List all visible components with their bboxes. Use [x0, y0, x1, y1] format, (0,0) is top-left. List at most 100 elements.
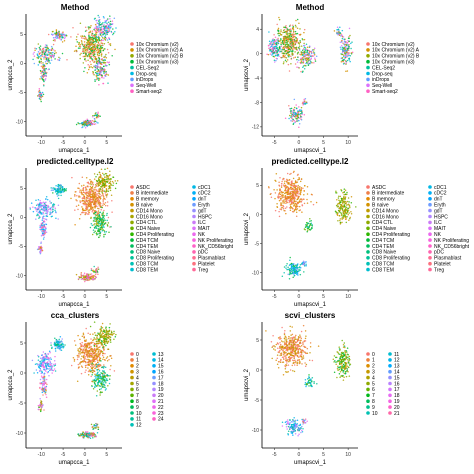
- data-point: [336, 26, 339, 29]
- data-point: [294, 35, 296, 38]
- data-point: [281, 195, 283, 198]
- data-point: [81, 366, 84, 369]
- data-point: [300, 60, 303, 63]
- data-point: [285, 39, 288, 42]
- data-point: [50, 59, 53, 61]
- data-point: [96, 45, 98, 47]
- data-point: [99, 226, 102, 229]
- data-point: [282, 208, 285, 210]
- data-point: [95, 357, 97, 359]
- data-point: [339, 195, 342, 198]
- data-point: [87, 182, 90, 184]
- data-point: [87, 124, 89, 126]
- data-point: [92, 366, 95, 368]
- y-tick-label: -10: [16, 273, 23, 279]
- data-point: [78, 122, 81, 125]
- data-point: [45, 48, 48, 51]
- data-point: [291, 118, 294, 120]
- legend-label: CEL-Seq2: [136, 65, 159, 71]
- data-point: [36, 53, 39, 55]
- data-point: [35, 208, 37, 211]
- data-point: [80, 35, 82, 37]
- data-point: [305, 62, 307, 65]
- data-point: [76, 358, 79, 361]
- data-point: [82, 55, 85, 58]
- data-point: [97, 70, 100, 72]
- data-point: [299, 53, 301, 56]
- data-point: [339, 46, 342, 48]
- data-point: [39, 69, 42, 72]
- data-point: [289, 270, 292, 273]
- data-point: [92, 39, 94, 42]
- data-point: [272, 55, 275, 58]
- data-point: [286, 185, 288, 188]
- data-point: [291, 33, 293, 36]
- legend-label: Treg: [434, 267, 444, 273]
- data-point: [89, 50, 91, 53]
- data-point: [91, 58, 94, 60]
- data-point: [85, 212, 87, 214]
- data-point: [86, 121, 88, 124]
- data-point: [46, 72, 48, 74]
- data-point: [87, 370, 90, 373]
- data-point: [96, 359, 99, 362]
- data-point: [64, 36, 66, 39]
- data-point: [87, 210, 89, 212]
- data-point: [82, 348, 85, 351]
- legend-swatch: [192, 191, 196, 195]
- data-point: [338, 195, 340, 198]
- data-point: [114, 30, 116, 33]
- data-point: [103, 348, 105, 351]
- data-point: [88, 194, 91, 196]
- data-point: [293, 263, 295, 265]
- data-point: [349, 34, 351, 37]
- data-point: [99, 216, 101, 218]
- data-point: [94, 273, 97, 276]
- data-point: [94, 205, 97, 207]
- data-point: [57, 185, 59, 187]
- data-point: [100, 63, 102, 65]
- data-point: [275, 59, 277, 62]
- data-point: [278, 181, 280, 183]
- data-point: [341, 199, 343, 202]
- legend-swatch: [366, 214, 370, 219]
- data-point: [340, 214, 343, 217]
- data-point: [279, 208, 281, 210]
- data-point: [294, 207, 297, 210]
- data-point: [52, 192, 54, 194]
- data-point: [298, 209, 300, 212]
- data-point: [290, 181, 293, 183]
- data-point: [350, 211, 352, 213]
- data-point: [106, 356, 109, 358]
- legend-swatch: [366, 54, 370, 58]
- panel-4: predicted.celltype.l2-5 0 5 10-10-505umapsc…: [244, 157, 470, 308]
- data-point: [100, 225, 103, 227]
- data-point: [271, 54, 273, 56]
- panel-title: cca_clusters: [51, 311, 100, 320]
- legend-label: 10x Chromium (v3): [136, 60, 179, 66]
- data-point: [80, 358, 82, 360]
- legend-swatch: [130, 54, 134, 58]
- data-point: [93, 202, 95, 204]
- data-point: [86, 364, 88, 366]
- data-point: [90, 196, 92, 198]
- data-point: [54, 39, 56, 41]
- data-point: [300, 45, 303, 47]
- data-point: [98, 66, 100, 68]
- data-point: [92, 333, 94, 335]
- data-point: [299, 269, 302, 271]
- data-point: [303, 54, 306, 56]
- data-point: [34, 207, 36, 209]
- data-point: [86, 46, 88, 49]
- data-point: [89, 226, 92, 229]
- data-point: [275, 50, 277, 53]
- legend-label: Drop-seq: [372, 71, 393, 77]
- data-point: [103, 48, 105, 50]
- data-point: [101, 194, 103, 197]
- data-point: [287, 44, 289, 46]
- legend-swatch: [130, 250, 134, 254]
- data-point: [88, 65, 91, 67]
- data-point: [98, 25, 100, 27]
- data-point: [45, 62, 47, 65]
- data-point: [40, 249, 43, 251]
